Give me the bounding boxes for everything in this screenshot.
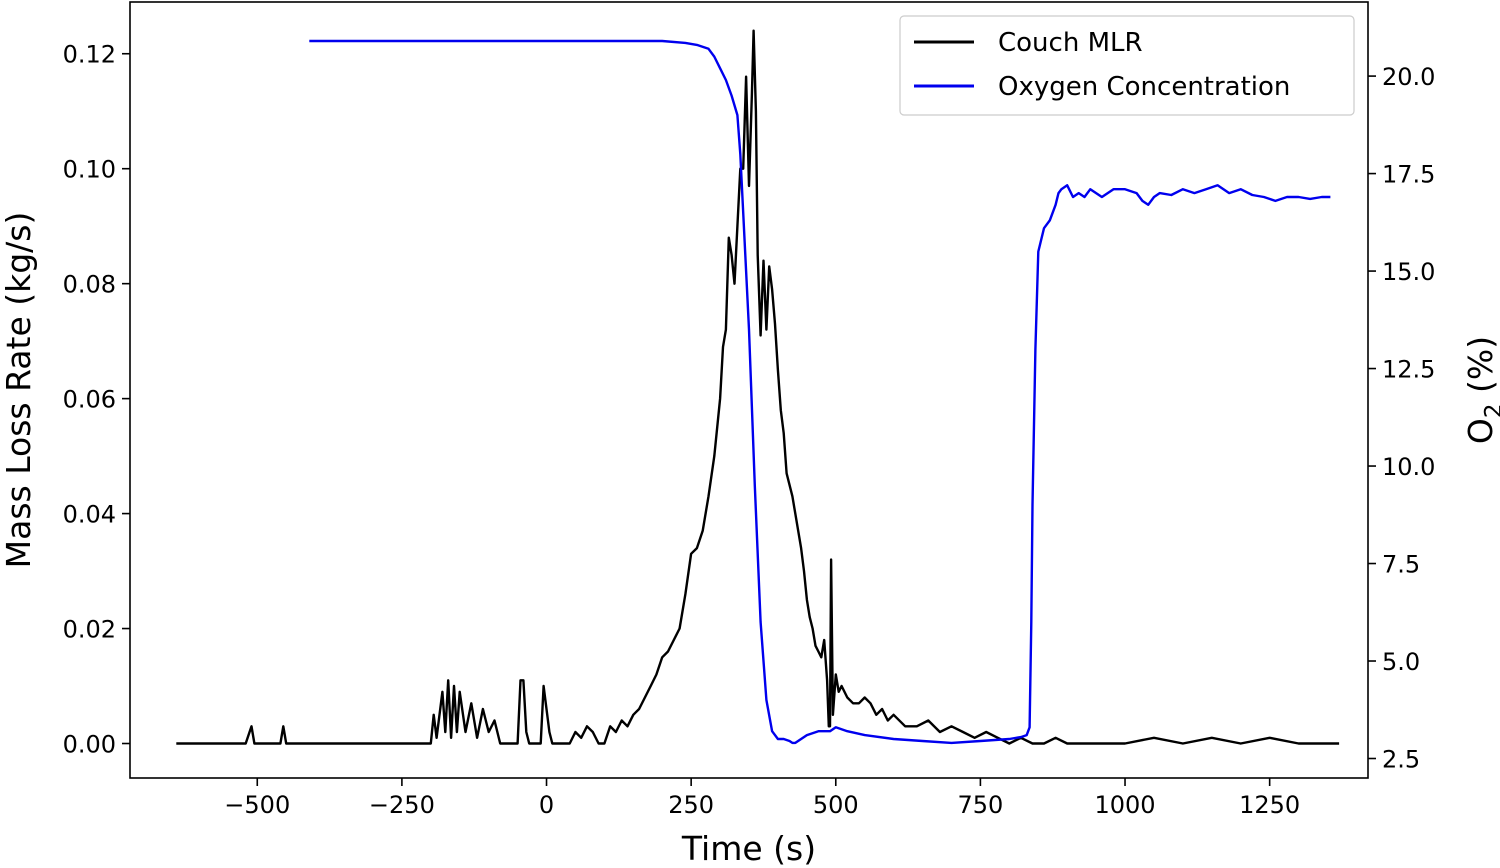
y-right-tick-label: 17.5 xyxy=(1382,161,1435,189)
x-tick-label: 1250 xyxy=(1239,791,1300,819)
x-axis-title: Time (s) xyxy=(681,829,816,868)
y-left-tick-label: 0.06 xyxy=(63,386,116,414)
y-left-tick-label: 0.04 xyxy=(63,501,116,529)
legend: Couch MLR Oxygen Concentration xyxy=(899,15,1355,116)
y-right-tick-label: 5.0 xyxy=(1382,648,1420,676)
x-tick-label: −500 xyxy=(224,791,290,819)
y-axis-right-title-main: O xyxy=(1461,418,1500,444)
legend-label-couch-mlr: Couch MLR xyxy=(998,28,1143,58)
y-right-tick-label: 10.0 xyxy=(1382,453,1435,481)
y-left-tick-label: 0.02 xyxy=(63,616,116,644)
x-tick-label: −250 xyxy=(369,791,435,819)
legend-label-oxygen: Oxygen Concentration xyxy=(998,72,1290,102)
y-left-tick-label: 0.12 xyxy=(63,41,116,69)
y-left-tick-label: 0.08 xyxy=(63,271,116,299)
y-axis-right-title-sub: 2 xyxy=(1481,403,1500,418)
x-tick-label: 250 xyxy=(668,791,714,819)
series-line-oxygen-concentration xyxy=(309,39,1331,745)
y-axis-left-title: Mass Loss Rate (kg/s) xyxy=(0,212,38,569)
y-right-tick-label: 7.5 xyxy=(1382,551,1420,579)
y-axis-right: 2.5 5.0 7.5 10.0 12.5 15.0 17.5 20.0 xyxy=(1368,63,1435,774)
plot-frame xyxy=(129,1,1369,779)
y-axis-right-title-suffix: (%) xyxy=(1461,336,1500,404)
y-axis-right-title: O2 (%) xyxy=(1461,336,1500,444)
y-axis-left: 0.00 0.02 0.04 0.06 0.08 0.10 0.12 xyxy=(63,41,130,759)
y-right-tick-label: 20.0 xyxy=(1382,63,1435,91)
y-left-tick-label: 0.00 xyxy=(63,731,116,759)
x-tick-label: 500 xyxy=(813,791,859,819)
series-line-couch-mlr xyxy=(176,29,1340,745)
y-left-tick-label: 0.10 xyxy=(63,156,116,184)
x-tick-label: 1000 xyxy=(1094,791,1155,819)
x-axis: −500 −250 0 250 500 750 1000 1250 xyxy=(224,778,1300,819)
y-right-tick-label: 15.0 xyxy=(1382,258,1435,286)
x-tick-label: 0 xyxy=(539,791,554,819)
y-right-tick-label: 2.5 xyxy=(1382,746,1420,774)
series-layer xyxy=(176,29,1340,745)
y-right-tick-label: 12.5 xyxy=(1382,356,1435,384)
x-tick-label: 750 xyxy=(957,791,1003,819)
legend-box xyxy=(899,15,1355,116)
